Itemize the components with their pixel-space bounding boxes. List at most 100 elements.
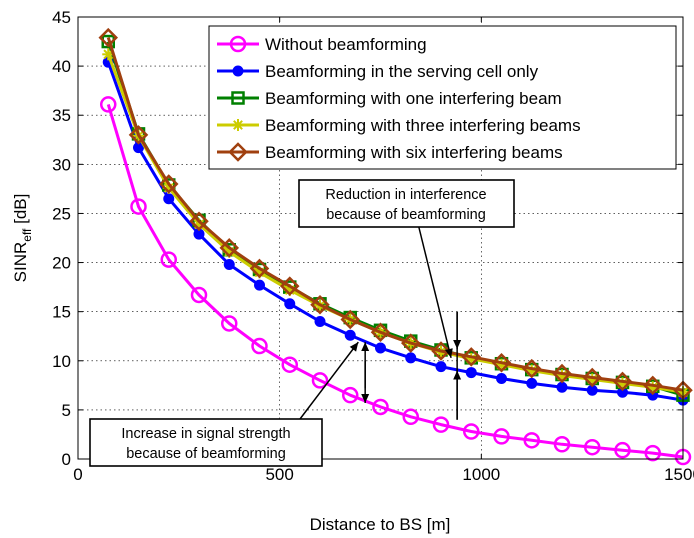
diamond-marker [340,309,361,330]
circle-marker [463,423,480,440]
x-tick-label: 500 [265,465,293,484]
star-stroke [233,120,243,130]
legend-item: Beamforming with six interfering beams [217,142,563,162]
diamond-marker [158,174,179,194]
diamond-marker [370,322,391,343]
diamond-marker [400,333,421,353]
dot-marker [435,361,447,373]
x-axis-label: Distance to BS [m] [310,515,451,534]
circle-marker [493,428,510,445]
legend-label: Beamforming with six interfering beams [265,143,563,162]
circle-marker [644,444,661,462]
increase-pointer-arrow [299,341,359,420]
plot-frame [77,16,684,460]
circle-marker [402,408,419,426]
circle-marker [584,438,601,456]
dot-marker [232,65,244,77]
circle-marker [311,372,329,389]
y-tick-label: 5 [62,401,71,420]
square-marker [231,91,245,105]
dot-marker [163,193,175,205]
star-stroke [103,49,114,60]
y-tick-label: 25 [52,204,71,223]
dot-marker [526,377,538,389]
diamond-marker [612,371,633,392]
legend-box [208,25,677,170]
diamond-marker [521,358,542,379]
x-tick-label: 1000 [462,465,500,484]
y-tick-label: 20 [52,254,71,273]
circle-marker [432,416,450,433]
y-axis-label-subscript: eff [20,228,34,242]
dot-marker [284,298,296,310]
y-axis-label-unit: [dB] [11,194,30,229]
circle-marker [342,386,359,404]
legend-item: Without beamforming [217,35,427,54]
diamond-marker [98,27,119,48]
dot-marker [375,342,386,354]
legend-item: Beamforming in the serving cell only [217,62,539,81]
legend-item: Beamforming with one interfering beam [217,89,562,108]
legend-item: Beamforming with three interfering beams [217,116,581,135]
diamond-marker [461,347,482,367]
circle-marker [190,286,208,304]
y-tick-label: 15 [52,303,71,322]
diamond-marker [552,363,572,384]
circle-marker [281,356,298,373]
y-axis-label-main: SINR [11,242,30,283]
annotation-reduction-box [298,179,515,228]
circle-marker [523,432,540,449]
diamond-marker [491,352,512,373]
diamond-marker [228,142,248,162]
diamond-marker [128,125,149,145]
y-axis-label: SINReff [dB] [11,194,34,283]
y-tick-label: 30 [52,155,71,174]
circle-marker [100,96,117,113]
series-markers [98,27,693,401]
circle-marker [614,441,631,459]
annotation-increase-box [89,418,323,467]
diamond-marker [249,258,270,279]
legend-label: Beamforming with three interfering beams [265,116,581,135]
diamond-marker [642,375,663,396]
annotation-reduction-line1: Reduction in interference [325,187,486,203]
y-tick-label: 0 [62,450,71,469]
dot-marker [314,315,326,327]
circle-marker [229,35,247,53]
diamond-marker [189,211,209,232]
annotation-reduction: Reduction in interference because of bea… [298,179,515,228]
dot-marker [344,329,356,341]
annotation-reduction-line2: because of beamforming [326,207,486,223]
circle-marker [221,315,238,332]
dot-marker [254,279,265,291]
dot-marker [465,367,477,379]
diamond-marker [219,238,240,258]
dot-marker [496,372,507,384]
circle-marker [372,398,389,416]
diamond-marker [582,367,603,388]
legend-label: Beamforming with one interfering beam [265,89,562,108]
y-tick-label: 10 [52,352,71,371]
dot-marker [223,259,235,271]
y-tick-label: 35 [52,106,71,125]
legend: Without beamforming Beamforming in the se… [208,25,677,170]
annotation-increase: Increase in signal strength because of b… [89,418,323,467]
dot-marker [556,381,568,393]
y-tick-label: 40 [52,57,71,76]
dot-marker [405,352,417,364]
annotation-increase-line1: Increase in signal strength [121,426,290,442]
circle-marker [251,337,268,355]
diamond-marker [279,276,300,296]
circle-marker [553,436,571,453]
annotation-increase-line2: because of beamforming [126,446,286,462]
series-5 [98,27,693,401]
diamond-marker [310,295,330,315]
x-tick-label: 0 [73,465,82,484]
reduction-pointer-arrow [418,226,453,359]
legend-label: Beamforming in the serving cell only [265,62,539,81]
circle-marker [130,198,147,215]
legend-label: Without beamforming [265,35,427,54]
